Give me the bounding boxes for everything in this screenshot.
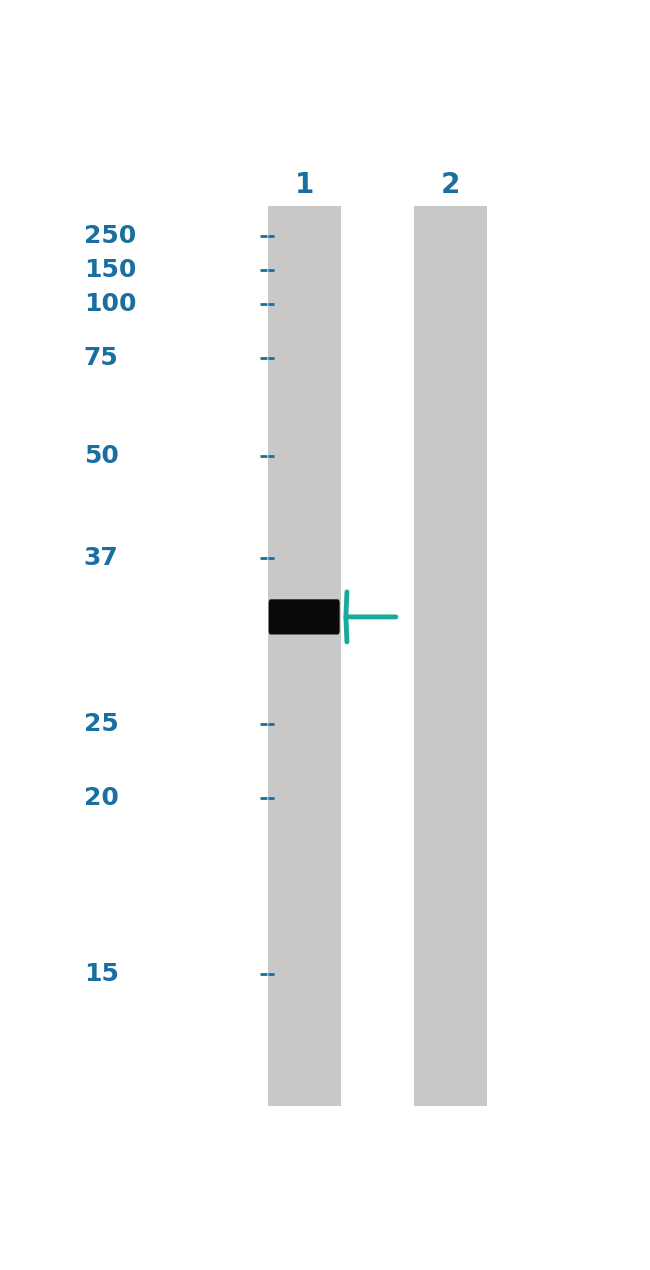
Text: 100: 100 <box>84 292 136 316</box>
Text: 50: 50 <box>84 443 119 467</box>
Text: 75: 75 <box>84 345 118 370</box>
Text: 150: 150 <box>84 258 136 282</box>
Text: 2: 2 <box>441 170 460 198</box>
Bar <box>414 206 487 1106</box>
Text: 37: 37 <box>84 546 118 570</box>
FancyBboxPatch shape <box>268 599 340 635</box>
Text: 15: 15 <box>84 961 119 986</box>
Text: 25: 25 <box>84 712 118 737</box>
Text: 1: 1 <box>295 170 314 198</box>
Bar <box>268 206 341 1106</box>
Text: 250: 250 <box>84 224 136 248</box>
Text: 20: 20 <box>84 786 119 810</box>
